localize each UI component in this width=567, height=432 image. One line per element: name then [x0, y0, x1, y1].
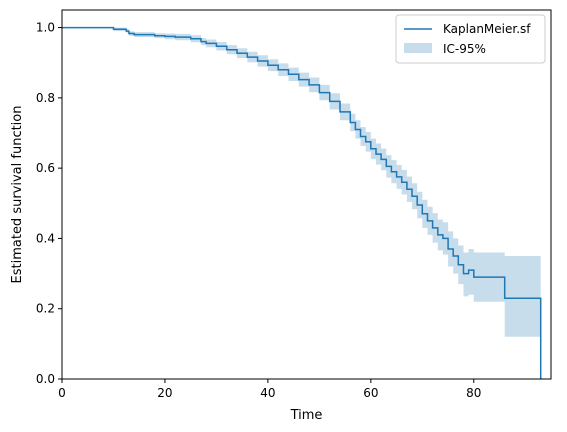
legend-label-ci: IC-95% [443, 42, 486, 56]
x-tick-label: 20 [157, 386, 172, 400]
y-tick-label: 0.6 [36, 161, 55, 175]
x-tick-label: 80 [466, 386, 481, 400]
survival-line-layer [62, 26, 542, 379]
x-axis-label: Time [290, 408, 323, 423]
y-axis-ticks: 0.0 0.2 0.4 0.6 0.8 1.0 [36, 21, 62, 386]
x-axis-ticks: 0 20 40 60 80 [58, 379, 481, 400]
y-tick-label: 0.8 [36, 91, 55, 105]
y-axis-label: Estimated survival function [10, 106, 25, 284]
confidence-band [62, 27, 541, 337]
y-tick-label: 0.0 [36, 372, 55, 386]
x-tick-label: 0 [58, 386, 66, 400]
confidence-band-layer [62, 27, 541, 337]
y-tick-label: 0.4 [36, 231, 55, 245]
legend: KaplanMeier.sf IC-95% [395, 14, 546, 64]
y-tick-label: 1.0 [36, 21, 55, 35]
survival-curve [62, 26, 542, 379]
axes-frame [61, 9, 552, 380]
legend-band-swatch [404, 43, 432, 53]
legend-label-survival: KaplanMeier.sf [443, 22, 531, 36]
legend-box [395, 14, 546, 64]
x-tick-label: 40 [260, 386, 275, 400]
x-tick-label: 60 [363, 386, 378, 400]
y-tick-label: 0.2 [36, 302, 55, 316]
